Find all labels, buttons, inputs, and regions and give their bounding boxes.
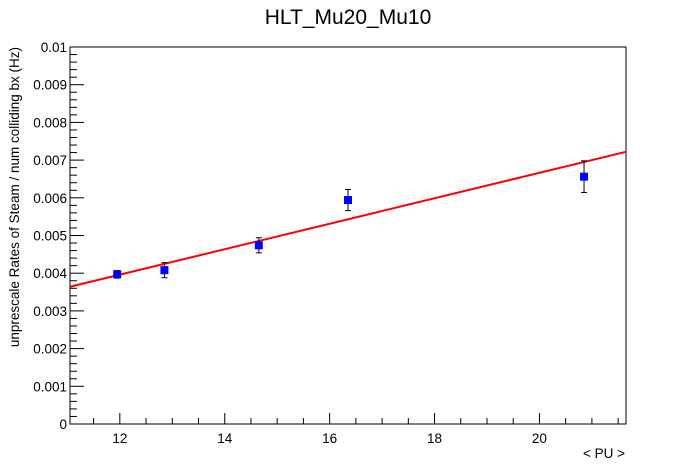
data-points: [113, 160, 589, 279]
data-point: [254, 241, 263, 250]
x-axis-label: < PU >: [583, 446, 625, 461]
data-point: [344, 196, 352, 205]
y-axis: 0 0.001 0.002 0.003 0.004 0.005 0.006 0.007 0.00…: [33, 40, 84, 432]
x-tick-label: 14: [217, 431, 233, 446]
x-tick-label: 16: [322, 431, 337, 446]
data-point: [580, 172, 589, 181]
fit-line: [69, 150, 627, 288]
plot-frame: [69, 46, 627, 425]
y-tick-label: 0.003: [33, 304, 67, 319]
y-tick-label: 0: [59, 417, 67, 432]
x-tick-label: 12: [112, 431, 127, 446]
y-tick-label: 0.01: [41, 40, 67, 55]
y-tick-label: 0.006: [33, 191, 67, 206]
y-tick-label: 0.008: [33, 115, 67, 130]
y-axis-label: unprescale Rates of Steam / num collidin…: [7, 47, 22, 347]
y-tick-label: 0.002: [33, 342, 67, 357]
data-point: [113, 270, 122, 279]
x-axis: 12 14 16 18 20: [93, 413, 619, 446]
y-tick-label: 0.009: [33, 78, 67, 93]
data-point: [160, 266, 169, 275]
y-tick-label: 0.007: [33, 153, 67, 168]
y-tick-label: 0.001: [33, 379, 67, 394]
chart-title: HLT_Mu20_Mu10: [265, 6, 432, 29]
fit-line-group: [69, 150, 627, 288]
y-tick-label: 0.005: [33, 229, 67, 244]
y-tick-label: 0.004: [33, 266, 67, 281]
x-tick-label: 20: [532, 431, 547, 446]
x-tick-label: 18: [427, 431, 442, 446]
